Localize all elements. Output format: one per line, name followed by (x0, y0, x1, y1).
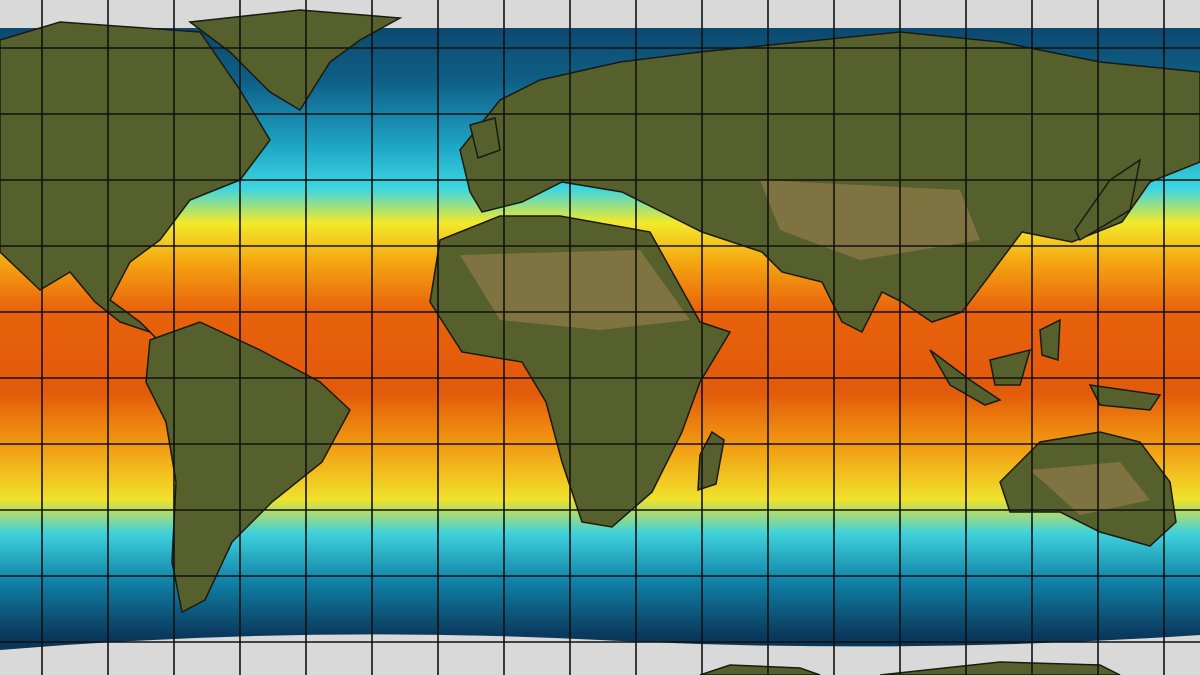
australia-interior (1030, 462, 1150, 515)
central-asia-desert (760, 180, 980, 260)
antarctica-tip (699, 661, 1121, 675)
british-isles (469, 117, 501, 159)
greenland (188, 9, 403, 112)
southeast-asia-islands (929, 318, 1162, 411)
sahara (460, 250, 690, 330)
south-america (145, 321, 351, 614)
arctic-ice (0, 0, 1200, 28)
